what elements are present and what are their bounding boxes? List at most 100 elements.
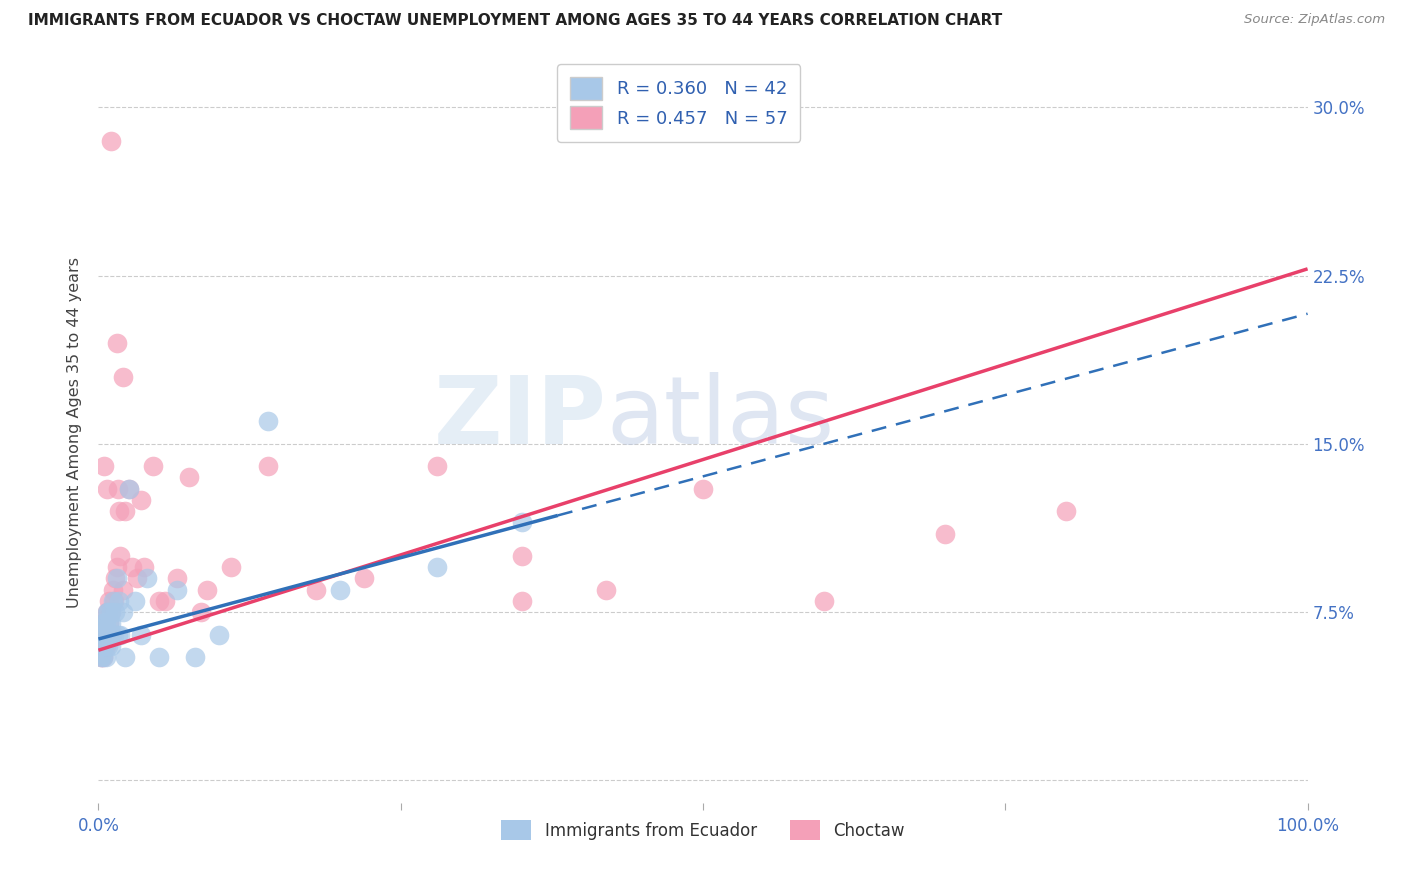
Point [108,594,131,608]
Point [105,560,128,574]
Point [692,482,714,496]
Point [111,369,134,384]
Point [96,605,118,619]
Text: Source: ZipAtlas.com: Source: ZipAtlas.com [1244,13,1385,27]
Point [256,414,278,428]
Point [179,470,201,484]
Point [91,627,114,641]
Point [195,582,218,597]
Point [305,582,328,597]
Point [107,627,129,641]
Point [91,650,114,665]
Point [100,605,122,619]
Point [135,571,157,585]
Point [124,594,146,608]
Point [127,571,149,585]
Point [91,616,114,631]
Point [93,639,115,653]
Point [94,627,117,641]
Point [101,594,124,608]
Point [510,549,533,563]
Point [91,650,114,665]
Point [129,492,152,507]
Point [96,605,118,619]
Point [166,582,188,597]
Point [595,582,617,597]
Point [121,560,143,574]
Point [97,627,120,641]
Text: ZIP: ZIP [433,372,606,464]
Point [510,594,533,608]
Point [94,650,117,665]
Point [148,650,170,665]
Point [134,560,156,574]
Point [98,616,121,631]
Y-axis label: Unemployment Among Ages 35 to 44 years: Unemployment Among Ages 35 to 44 years [67,257,83,608]
Point [91,616,114,631]
Point [108,549,131,563]
Point [104,571,127,585]
Point [107,482,129,496]
Point [100,616,122,631]
Point [94,616,117,631]
Point [208,627,231,641]
Point [91,639,114,653]
Point [96,627,118,641]
Point [98,616,121,631]
Point [166,571,188,585]
Point [142,459,165,474]
Point [93,616,115,631]
Point [426,459,449,474]
Point [118,482,141,496]
Point [1054,504,1077,518]
Point [103,594,125,608]
Text: atlas: atlas [606,372,835,464]
Point [108,504,131,518]
Point [97,639,120,653]
Point [153,594,176,608]
Point [105,571,128,585]
Point [96,482,118,496]
Point [100,134,122,148]
Point [256,459,278,474]
Point [934,526,956,541]
Point [90,650,112,665]
Point [91,639,114,653]
Point [104,605,127,619]
Point [93,627,115,641]
Point [190,605,212,619]
Point [510,516,533,530]
Point [97,605,120,619]
Point [94,639,117,653]
Point [111,605,134,619]
Point [221,560,243,574]
Point [426,560,449,574]
Point [100,639,122,653]
Point [93,459,115,474]
Point [105,335,128,350]
Point [114,504,136,518]
Point [148,594,170,608]
Point [129,627,152,641]
Point [101,582,124,597]
Point [97,627,120,641]
Point [184,650,207,665]
Point [118,482,141,496]
Point [108,627,131,641]
Point [96,627,118,641]
Point [100,627,122,641]
Legend: Immigrants from Ecuador, Choctaw: Immigrants from Ecuador, Choctaw [495,814,911,847]
Point [90,650,112,665]
Point [98,594,121,608]
Point [353,571,375,585]
Point [100,605,122,619]
Point [103,627,125,641]
Point [329,582,352,597]
Point [97,605,120,619]
Point [100,627,122,641]
Point [93,639,115,653]
Point [111,582,134,597]
Point [91,627,114,641]
Point [114,650,136,665]
Point [93,616,115,631]
